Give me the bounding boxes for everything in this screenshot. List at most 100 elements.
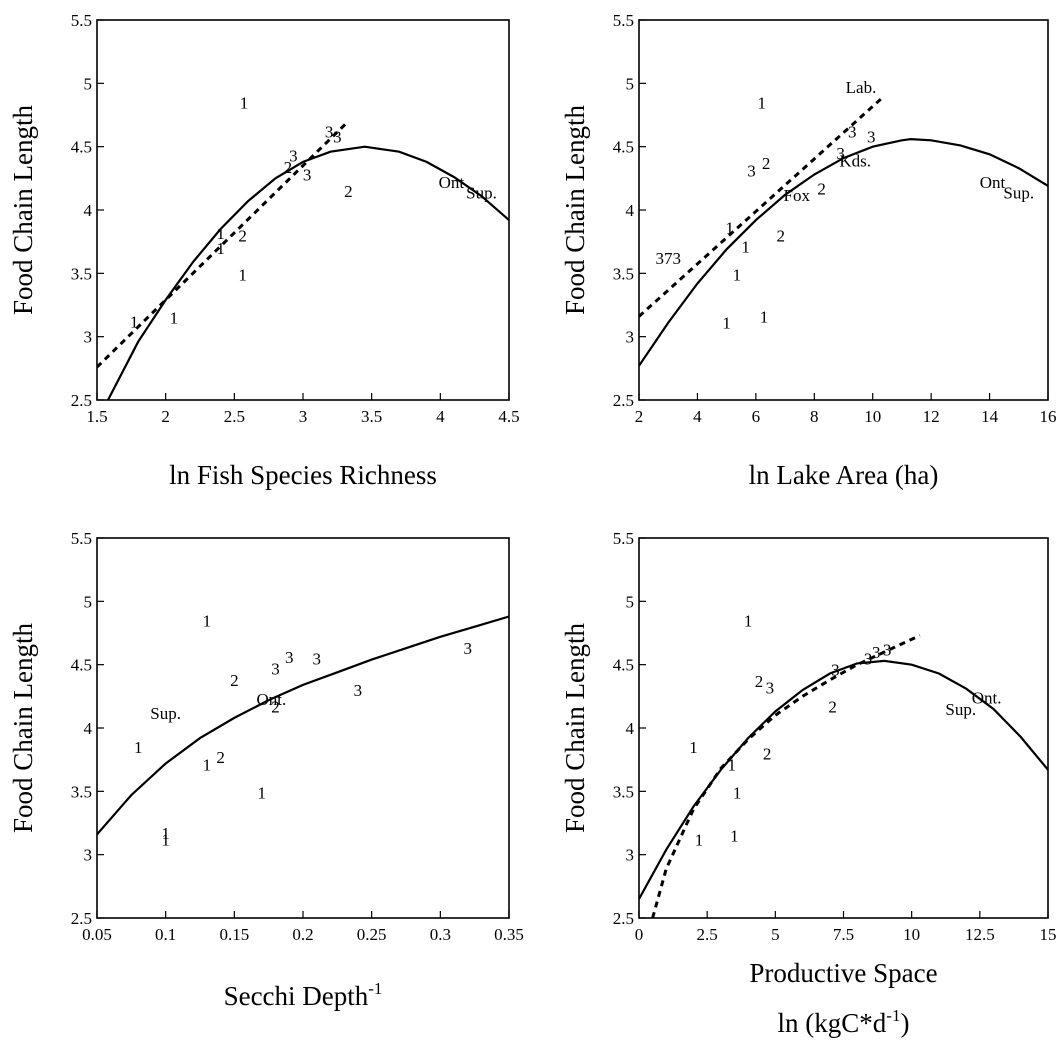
plot-frame xyxy=(638,537,1049,919)
data-point: 2 xyxy=(762,154,771,173)
y-tick-label: 4.5 xyxy=(71,656,92,675)
y-tick-label: 2.5 xyxy=(71,909,92,928)
lake-annotation: Ont xyxy=(439,173,465,192)
data-point: 1 xyxy=(733,784,742,803)
lake-annotation: Fox xyxy=(784,186,811,205)
data-point: 1 xyxy=(238,266,247,285)
lake-annotation: Ont xyxy=(980,173,1006,192)
x-axis-label-units: ln (kgC*d-1) xyxy=(778,1006,910,1038)
x-tick-label: 12.5 xyxy=(965,925,995,944)
data-point: 1 xyxy=(733,266,742,285)
y-tick-label: 2.5 xyxy=(71,391,92,410)
lake-annotation: Sup. xyxy=(945,700,976,719)
x-tick-label: 3.5 xyxy=(361,407,382,426)
x-tick-label: 0.1 xyxy=(155,925,176,944)
y-tick-label: 4 xyxy=(84,719,93,738)
y-axis-label: Food Chain Length xyxy=(8,105,38,315)
y-tick-label: 3.5 xyxy=(71,264,92,283)
data-point: 2 xyxy=(284,158,293,177)
data-point: 3 xyxy=(325,122,334,141)
data-point: 3 xyxy=(766,678,775,697)
data-point: 1 xyxy=(741,238,750,257)
x-tick-label: 0.35 xyxy=(494,925,524,944)
data-point: 1 xyxy=(725,219,734,238)
data-point: 1 xyxy=(744,611,753,630)
data-point: 3 xyxy=(285,648,294,667)
x-axis-units-superscript: -1 xyxy=(886,1006,900,1025)
x-tick-label: 7.5 xyxy=(833,925,854,944)
data-point: 3 xyxy=(303,166,312,185)
plot-frame xyxy=(96,19,510,401)
data-point: 1 xyxy=(130,312,139,331)
y-tick-label: 5 xyxy=(626,74,635,93)
data-point: 1 xyxy=(240,93,249,112)
data-point: 1 xyxy=(730,827,739,846)
y-tick-label: 3.5 xyxy=(613,782,634,801)
x-tick-label: 14 xyxy=(981,407,999,426)
data-point: 1 xyxy=(170,309,179,328)
lake-annotation: Ont. xyxy=(972,689,1002,708)
data-point: 3 xyxy=(831,661,840,680)
y-axis-label: Food Chain Length xyxy=(560,105,590,315)
x-tick-label: 3 xyxy=(299,407,308,426)
y-tick-label: 5.5 xyxy=(71,529,92,548)
y-tick-label: 5.5 xyxy=(71,11,92,30)
x-tick-label: 12 xyxy=(923,407,940,426)
x-tick-label: 0.15 xyxy=(219,925,249,944)
y-tick-label: 5 xyxy=(84,74,93,93)
y-tick-label: 4 xyxy=(626,719,635,738)
x-tick-label: 8 xyxy=(810,407,819,426)
y-axis-label: Food Chain Length xyxy=(8,623,38,833)
data-point: 1 xyxy=(203,611,212,630)
data-point: 3 xyxy=(872,643,881,662)
data-point: 3 xyxy=(333,128,342,147)
data-point: 2 xyxy=(776,226,785,245)
panel-fish-richness: 1.5 2 2.5 3 3.5 4 4.5 2.5 3 3.5 4 4.5 5 5.5 Food Chain… xyxy=(8,11,520,490)
lake-annotation: Sup. xyxy=(466,183,497,202)
y-tick-label: 3 xyxy=(626,328,635,347)
y-tick-label: 3 xyxy=(626,846,635,865)
y-tick-label: 4.5 xyxy=(613,138,634,157)
lake-annotation: Sup. xyxy=(1003,183,1034,202)
data-point: 3 xyxy=(747,162,756,181)
data-point: 1 xyxy=(689,738,698,757)
lake-annotation: 373 xyxy=(655,249,681,268)
x-tick-label: 10 xyxy=(864,407,881,426)
x-tick-label: 0 xyxy=(635,925,644,944)
x-tick-label: 2.5 xyxy=(224,407,245,426)
x-axis-label-text: Secchi Depth xyxy=(224,981,369,1011)
y-axis-label: Food Chain Length xyxy=(560,623,590,833)
x-tick-label: 6 xyxy=(752,407,761,426)
y-tick-label: 5 xyxy=(626,592,635,611)
y-tick-label: 5.5 xyxy=(613,529,634,548)
y-tick-label: 3 xyxy=(84,328,93,347)
x-axis-label-text: ln Fish Species Richness xyxy=(169,460,437,490)
data-point: 3 xyxy=(312,649,321,668)
x-tick-label: 16 xyxy=(1040,407,1057,426)
plot-frame xyxy=(638,19,1049,401)
data-point: 1 xyxy=(760,307,769,326)
data-point: 1 xyxy=(258,784,267,803)
x-tick-label: 2.5 xyxy=(697,925,718,944)
y-tick-label: 4.5 xyxy=(613,656,634,675)
data-point: 3 xyxy=(354,681,363,700)
y-tick-label: 2.5 xyxy=(613,909,634,928)
data-point: 1 xyxy=(695,830,704,849)
x-tick-label: 15 xyxy=(1040,925,1057,944)
lake-annotation: Kds. xyxy=(839,152,871,171)
data-point: 2 xyxy=(216,748,225,767)
x-tick-label: 2 xyxy=(161,407,170,426)
x-tick-label: 5 xyxy=(771,925,780,944)
data-point: 1 xyxy=(216,224,225,243)
data-point: 3 xyxy=(883,640,892,659)
x-axis-units-close: ) xyxy=(900,1008,909,1038)
y-tick-label: 4 xyxy=(626,201,635,220)
y-tick-label: 5.5 xyxy=(613,11,634,30)
data-point: 2 xyxy=(238,226,247,245)
plot-frame xyxy=(96,537,510,919)
data-point: 3 xyxy=(836,144,845,163)
x-axis-label-text: ln Lake Area (ha) xyxy=(749,460,939,490)
y-tick-label: 3 xyxy=(84,846,93,865)
